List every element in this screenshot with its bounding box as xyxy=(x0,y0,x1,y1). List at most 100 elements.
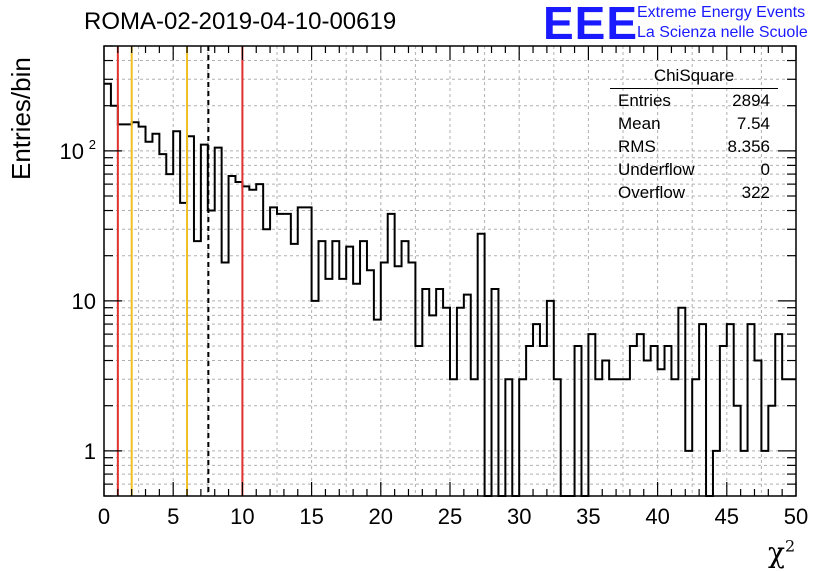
histogram-bin xyxy=(623,379,630,496)
x-tick-label: 40 xyxy=(645,504,669,529)
stats-value: 8.356 xyxy=(727,137,770,156)
stats-rows: Entries 2894 Mean 7.54 RMS 8.356 Underflow 0 Ove… xyxy=(610,89,778,204)
histogram-bin xyxy=(125,124,132,496)
y-tick-label: 1 xyxy=(84,439,96,464)
histogram-bin xyxy=(284,214,291,496)
histogram-bin xyxy=(215,148,222,496)
histogram-bin xyxy=(173,131,180,496)
histogram-bin xyxy=(644,361,651,496)
stats-row: Entries 2894 xyxy=(610,89,778,112)
histogram-bin xyxy=(540,346,547,496)
histogram-outline xyxy=(104,82,796,497)
histogram-bin xyxy=(692,379,699,496)
x-axis-label-superscript: 2 xyxy=(784,536,796,556)
histogram-bin xyxy=(526,346,533,496)
histogram-bin xyxy=(609,379,616,496)
histogram-bin xyxy=(249,190,256,496)
histogram-bin xyxy=(748,324,755,496)
histogram-bin xyxy=(519,379,526,496)
stats-label: Entries xyxy=(618,91,671,110)
histogram-bin xyxy=(478,234,485,496)
histogram-bin xyxy=(602,361,609,496)
eee-logo: EEE xyxy=(543,0,639,49)
histogram-bin xyxy=(152,134,159,496)
chart-title: ROMA-02-2019-04-10-00619 xyxy=(84,8,397,35)
x-tick-label: 25 xyxy=(438,504,462,529)
histogram-bin xyxy=(471,379,478,496)
stats-label: Mean xyxy=(618,114,661,133)
histogram-bin xyxy=(443,308,450,496)
histogram-bin xyxy=(132,122,139,496)
histogram-bin xyxy=(118,124,125,496)
x-tick-label: 5 xyxy=(167,504,179,529)
histogram-bin xyxy=(166,174,173,496)
y-tick-label: 10 xyxy=(60,139,84,164)
histogram-bin xyxy=(547,301,554,496)
histogram-bin xyxy=(575,346,582,496)
stats-value: 7.54 xyxy=(736,114,770,133)
histogram-bin xyxy=(146,142,153,496)
histogram-bin xyxy=(339,279,346,496)
histogram-bin xyxy=(367,270,374,496)
histogram-bin xyxy=(505,379,512,496)
histogram-bin xyxy=(595,379,602,496)
x-tick-label: 30 xyxy=(507,504,531,529)
stats-row: Underflow 0 xyxy=(610,158,778,181)
x-axis-label-text: χ xyxy=(768,536,785,569)
histogram-bin xyxy=(637,334,644,496)
histogram-bin xyxy=(720,346,727,496)
x-tick-label: 50 xyxy=(784,504,808,529)
stats-title: ChiSquare xyxy=(610,66,778,89)
histogram-bin xyxy=(789,379,796,496)
histogram-bin xyxy=(277,214,284,496)
stats-value: 322 xyxy=(741,183,770,202)
histogram-bin xyxy=(678,308,685,496)
histogram-bin xyxy=(159,154,166,496)
histogram-bin xyxy=(346,247,353,496)
y-tick-label: 10 xyxy=(72,289,96,314)
histogram-bin xyxy=(256,184,263,496)
axis-ticks xyxy=(103,45,797,497)
histogram-bin xyxy=(665,346,672,496)
histogram-bin xyxy=(325,279,332,496)
logo-line-2: La Scienza nelle Scuole xyxy=(637,24,808,41)
histogram-bin xyxy=(457,308,464,496)
stats-label: RMS xyxy=(618,137,656,156)
histogram-bin xyxy=(782,379,789,496)
logo-line-1: Extreme Energy Events xyxy=(637,4,806,21)
histogram-bin xyxy=(270,207,277,496)
histogram-bin xyxy=(651,346,658,496)
histogram-bin xyxy=(298,207,305,496)
stats-label: Underflow xyxy=(618,160,695,179)
histogram-bin xyxy=(201,145,208,496)
histogram-bin xyxy=(312,301,319,496)
tick-labels: 0 5 10 15 20 25 30 35 40 45 50 1 10 10 2 xyxy=(60,137,809,529)
histogram-bin xyxy=(616,379,623,496)
x-axis-label: χ2 xyxy=(768,536,795,569)
histogram-bin xyxy=(554,379,561,496)
marker-lines xyxy=(116,46,244,496)
histogram-bin xyxy=(775,334,782,496)
histogram-bin xyxy=(242,186,249,496)
histogram-bin xyxy=(671,379,678,496)
x-tick-label: 35 xyxy=(576,504,600,529)
histogram-bin xyxy=(305,207,312,496)
histogram-bin xyxy=(727,324,734,496)
histogram-bars xyxy=(104,82,796,497)
histogram-bin xyxy=(104,84,111,496)
stats-row: Overflow 322 xyxy=(610,181,778,204)
histogram-bin xyxy=(388,214,395,496)
stats-value: 2894 xyxy=(732,91,770,110)
histogram-bin xyxy=(187,136,194,496)
histogram-bin xyxy=(533,324,540,496)
histogram-bin xyxy=(699,324,706,496)
x-tick-label: 45 xyxy=(715,504,739,529)
histogram-bin xyxy=(263,229,270,496)
histogram-bin xyxy=(139,127,146,496)
x-tick-label: 0 xyxy=(98,504,110,529)
y-axis-label: Entries/bin xyxy=(6,57,36,180)
histogram-bin xyxy=(630,346,637,496)
x-tick-label: 20 xyxy=(369,504,393,529)
stats-value: 0 xyxy=(760,160,770,179)
